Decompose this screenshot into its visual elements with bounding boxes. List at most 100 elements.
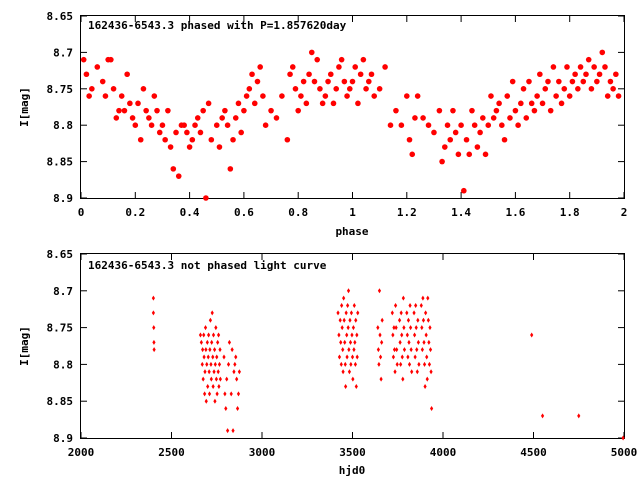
x-tick-label: 0.2 xyxy=(125,206,145,219)
data-point xyxy=(348,339,353,345)
data-point xyxy=(203,369,207,375)
data-point xyxy=(428,325,432,331)
data-point xyxy=(226,428,230,434)
data-point xyxy=(211,383,215,389)
data-point xyxy=(189,136,196,143)
data-point xyxy=(118,93,125,99)
data-point xyxy=(379,376,383,382)
data-point xyxy=(393,303,398,309)
data-point xyxy=(542,86,549,92)
data-point xyxy=(219,115,225,121)
data-point xyxy=(363,86,369,92)
data-point xyxy=(545,78,551,85)
data-point xyxy=(530,332,534,338)
data-point xyxy=(342,317,346,323)
data-point xyxy=(512,107,519,114)
data-point xyxy=(356,310,360,316)
data-point xyxy=(355,332,359,338)
data-point xyxy=(181,122,187,128)
x-tick-label: 1 xyxy=(349,206,356,219)
x-tick-label: 1.4 xyxy=(451,206,471,219)
data-point xyxy=(330,100,337,107)
data-point xyxy=(402,325,406,331)
data-point xyxy=(152,339,156,345)
data-point xyxy=(341,347,345,353)
data-point xyxy=(401,376,405,382)
data-point xyxy=(156,129,163,136)
data-point xyxy=(402,347,407,353)
data-point xyxy=(345,354,349,360)
data-point xyxy=(452,129,459,136)
data-point xyxy=(463,136,470,143)
data-point xyxy=(325,78,331,85)
data-point xyxy=(235,376,239,382)
data-point xyxy=(212,347,217,353)
data-point xyxy=(295,107,302,114)
data-point xyxy=(354,383,358,389)
data-point xyxy=(613,71,619,78)
data-point xyxy=(152,347,156,353)
x-tick-label: 2 xyxy=(621,206,628,219)
data-point xyxy=(442,144,448,150)
data-point xyxy=(89,86,95,92)
data-point xyxy=(577,413,581,419)
data-point xyxy=(338,317,342,323)
data-point xyxy=(236,391,241,397)
data-point xyxy=(526,78,532,85)
data-point xyxy=(116,107,122,114)
data-point xyxy=(209,361,213,367)
data-point xyxy=(599,49,606,56)
unphased-light-curve-panel: 2000 2500 3000 3500 4000 4500 5000 8.65 8.7 8.75 8… xyxy=(18,248,637,477)
data-point xyxy=(412,310,416,316)
data-point xyxy=(347,369,352,375)
data-point xyxy=(268,107,274,114)
data-point xyxy=(327,71,334,78)
data-point xyxy=(127,100,133,107)
data-point xyxy=(376,86,383,92)
x-tick-label: 2000 xyxy=(68,446,95,459)
data-point xyxy=(159,122,166,128)
data-point xyxy=(345,332,349,338)
data-point xyxy=(415,369,419,375)
data-point xyxy=(210,339,214,345)
data-point xyxy=(520,86,527,92)
data-point xyxy=(455,151,462,158)
data-point xyxy=(424,310,428,316)
data-point xyxy=(537,71,543,78)
data-point xyxy=(337,332,341,338)
data-point xyxy=(409,151,416,158)
data-point xyxy=(223,391,227,397)
data-point xyxy=(227,166,234,172)
data-point xyxy=(224,122,231,128)
data-point xyxy=(346,325,350,331)
data-point xyxy=(225,376,229,382)
data-point xyxy=(143,107,149,114)
data-point xyxy=(426,317,430,323)
data-point xyxy=(610,86,616,92)
data-point xyxy=(218,376,222,382)
data-point xyxy=(534,93,540,99)
data-point xyxy=(398,122,405,128)
data-point xyxy=(365,78,372,85)
data-point xyxy=(392,347,397,353)
data-point xyxy=(350,332,354,338)
data-point xyxy=(205,361,209,367)
data-point xyxy=(352,303,356,309)
x-tick-label: 3500 xyxy=(339,446,366,459)
data-point xyxy=(148,122,155,128)
data-point xyxy=(414,303,418,309)
data-point xyxy=(151,93,158,99)
data-point xyxy=(398,339,402,345)
data-point xyxy=(192,122,198,128)
data-point xyxy=(262,122,269,128)
chart-title: 162436-6543.3 not phased light curve xyxy=(88,259,327,272)
data-point xyxy=(343,361,347,367)
data-point xyxy=(504,93,511,99)
data-point xyxy=(397,317,402,323)
data-point xyxy=(167,144,174,150)
data-point xyxy=(409,347,413,353)
data-point xyxy=(199,339,203,345)
data-point xyxy=(124,71,130,78)
data-point xyxy=(424,332,428,338)
